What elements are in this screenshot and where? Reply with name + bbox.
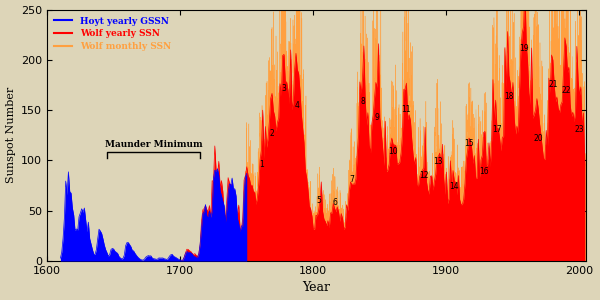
Text: 3: 3: [281, 84, 286, 93]
Y-axis label: Sunspot Number: Sunspot Number: [5, 87, 16, 183]
Text: 8: 8: [360, 97, 365, 106]
X-axis label: Year: Year: [302, 281, 331, 294]
Text: 22: 22: [562, 86, 571, 95]
Text: 12: 12: [419, 171, 428, 180]
Text: 20: 20: [533, 134, 543, 143]
Legend: Hoyt yearly GSSN, Wolf yearly SSN, Wolf monthly SSN: Hoyt yearly GSSN, Wolf yearly SSN, Wolf …: [52, 14, 173, 54]
Text: 18: 18: [504, 92, 514, 101]
Text: 10: 10: [388, 147, 398, 156]
Text: Maunder Minimum: Maunder Minimum: [105, 140, 202, 149]
Text: 16: 16: [479, 167, 488, 176]
Text: 13: 13: [434, 158, 443, 166]
Text: 1: 1: [259, 160, 264, 169]
Text: 2: 2: [269, 129, 274, 138]
Text: 7: 7: [349, 175, 355, 184]
Text: 14: 14: [449, 182, 459, 190]
Text: 21: 21: [548, 80, 557, 89]
Text: 6: 6: [332, 198, 337, 207]
Text: 5: 5: [316, 196, 321, 205]
Text: 4: 4: [295, 101, 300, 110]
Text: 11: 11: [401, 105, 411, 114]
Text: 19: 19: [519, 44, 529, 53]
Text: 9: 9: [375, 113, 380, 122]
Text: 17: 17: [492, 125, 502, 134]
Text: 15: 15: [464, 140, 474, 148]
Text: 23: 23: [575, 125, 584, 134]
